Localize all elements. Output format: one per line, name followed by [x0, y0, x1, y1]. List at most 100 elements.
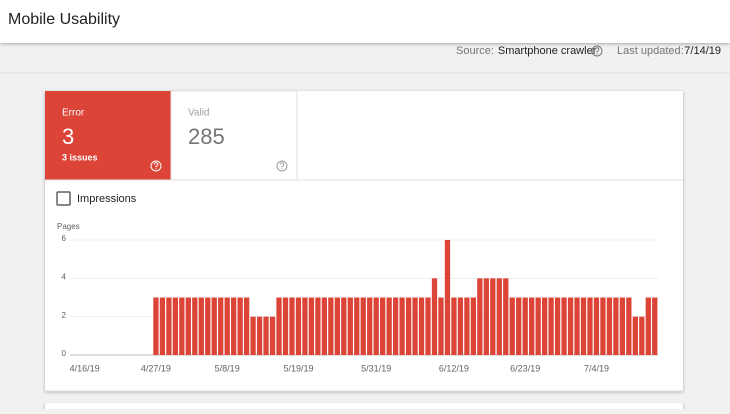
bar: [367, 297, 373, 355]
tile-label: Valid: [188, 108, 210, 119]
bar: [593, 297, 600, 355]
bar: [373, 297, 379, 355]
x-tick-label: 5/19/19: [283, 363, 313, 373]
y-tick-label: 4: [62, 272, 67, 281]
updated-label: Last updated:: [617, 45, 684, 57]
bar: [328, 297, 334, 355]
error-tile[interactable]: [45, 91, 171, 180]
y-tick-label: 2: [62, 311, 67, 320]
x-tick-label: 5/8/19: [215, 363, 240, 373]
bar: [347, 297, 353, 355]
tile-label: Error: [62, 108, 85, 119]
bar: [483, 278, 489, 355]
y-axis-label: Pages: [57, 222, 80, 231]
bar: [632, 316, 638, 355]
bar: [541, 297, 548, 355]
bar: [341, 297, 347, 355]
y-tick-label: 6: [62, 234, 67, 243]
bar: [315, 297, 321, 355]
bar: [457, 297, 464, 355]
tile-value: 3: [62, 124, 74, 149]
card: [45, 403, 683, 413]
bar: [444, 240, 451, 355]
bar: [360, 297, 366, 355]
bar: [334, 297, 340, 355]
bar: [321, 297, 328, 355]
bar: [490, 278, 496, 355]
bar: [282, 297, 289, 355]
help-icon[interactable]: [276, 160, 288, 172]
bar: [451, 297, 457, 355]
bar: [179, 297, 185, 355]
header-bar: [0, 0, 730, 43]
source-label: Source:: [456, 45, 494, 57]
bar: [269, 316, 276, 355]
checkbox[interactable]: [56, 191, 71, 206]
bar: [496, 278, 502, 355]
bar: [548, 297, 554, 355]
bar: [606, 297, 613, 355]
bar: [529, 297, 535, 355]
bar: [386, 297, 392, 355]
bar: [211, 297, 217, 355]
source-value: Smartphone crawler: [498, 45, 597, 57]
x-tick-label: 5/31/19: [361, 363, 391, 373]
bar: [405, 297, 412, 355]
bar: [276, 297, 282, 355]
bar: [185, 297, 191, 355]
bar: [431, 278, 438, 355]
tile-value: 285: [188, 124, 225, 149]
bar: [509, 297, 515, 355]
help-icon[interactable]: [150, 160, 162, 172]
bar: [438, 297, 444, 355]
bar: [205, 297, 211, 355]
bar: [418, 297, 425, 355]
bar: [535, 297, 541, 355]
bar: [224, 297, 230, 355]
bar: [192, 297, 198, 355]
page-title: Mobile Usability: [8, 11, 120, 28]
bar: [619, 297, 626, 355]
bar: [522, 297, 528, 355]
x-tick-label: 4/16/19: [70, 363, 100, 373]
bar: [561, 297, 567, 355]
bar: [250, 316, 256, 355]
bar: [380, 297, 386, 355]
help-icon[interactable]: [591, 45, 603, 57]
bar: [600, 297, 606, 355]
bar: [470, 297, 477, 355]
bar: [567, 297, 574, 355]
bar: [172, 297, 179, 355]
x-tick-label: 4/27/19: [141, 363, 171, 373]
bar: [613, 297, 619, 355]
bar: [645, 297, 651, 355]
bar: [516, 297, 522, 355]
tile-sub: 3 issues: [62, 152, 98, 162]
bar: [302, 297, 308, 355]
updated-value: 7/14/19: [684, 45, 721, 57]
bar: [263, 316, 269, 355]
bar: [554, 297, 561, 355]
y-tick-label: 0: [62, 349, 67, 358]
bar: [295, 297, 302, 355]
x-tick-label: 6/23/19: [510, 363, 540, 373]
bar: [218, 297, 224, 355]
bar: [308, 297, 315, 355]
bar: [354, 297, 360, 355]
bar: [256, 316, 263, 355]
bar: [425, 297, 431, 355]
checkbox-label[interactable]: Impressions: [77, 193, 137, 205]
bar: [503, 278, 509, 355]
bar: [289, 297, 295, 355]
bar: [652, 297, 658, 355]
x-tick-label: 6/12/19: [439, 363, 469, 373]
bar: [412, 297, 418, 355]
bar: [639, 316, 645, 355]
bar: [580, 297, 587, 355]
bar: [231, 297, 237, 355]
bar: [392, 297, 399, 355]
bar: [587, 297, 593, 355]
valid-tile[interactable]: [170, 90, 298, 181]
